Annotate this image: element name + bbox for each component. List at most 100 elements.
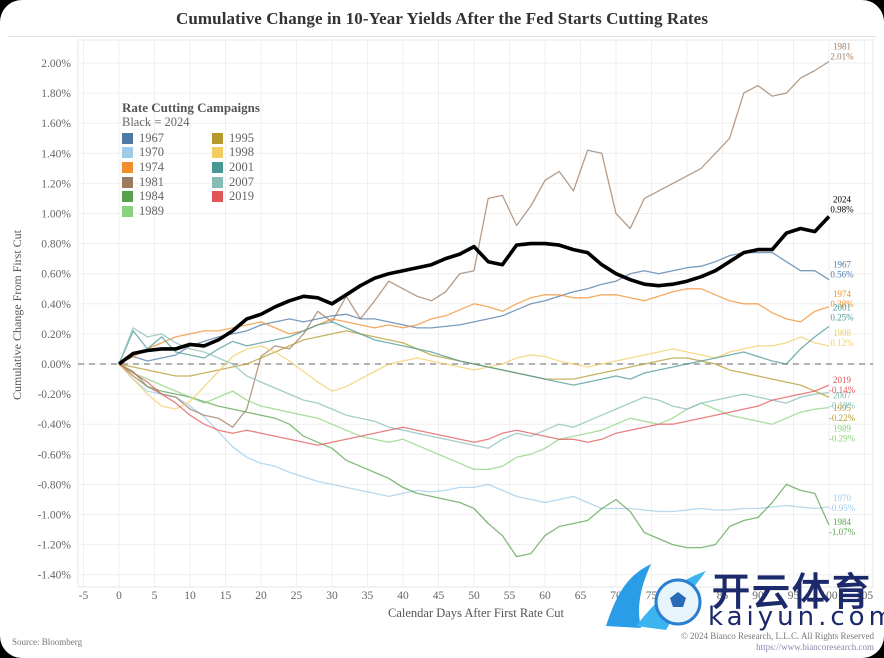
y-tick-label: 1.60% bbox=[41, 118, 71, 130]
x-tick-label: 20 bbox=[255, 590, 267, 602]
end-label-year: 2019 bbox=[833, 375, 852, 385]
legend-label: 1974 bbox=[139, 159, 164, 174]
y-tick-label: 1.40% bbox=[41, 148, 71, 160]
legend-item-2007: 2007 bbox=[212, 175, 302, 190]
series-line-1989 bbox=[118, 363, 830, 471]
legend-swatch bbox=[122, 176, 133, 188]
end-label-value: 0.12% bbox=[830, 338, 854, 348]
end-label-year: 1981 bbox=[833, 41, 851, 51]
x-tick-label: 45 bbox=[433, 590, 445, 602]
end-label-year: 1989 bbox=[833, 424, 852, 434]
series-lines bbox=[117, 60, 831, 558]
end-label-value: 0.98% bbox=[830, 205, 854, 215]
legend-item-1984: 1984 bbox=[122, 189, 212, 204]
y-tick-label: 1.00% bbox=[41, 209, 71, 221]
legend-title: Rate Cutting Campaigns bbox=[122, 100, 260, 115]
legend-item-1998: 1998 bbox=[212, 145, 302, 161]
end-label-year: 1970 bbox=[833, 493, 852, 503]
end-label-year: 2024 bbox=[833, 195, 852, 205]
series-line-2019 bbox=[118, 363, 830, 446]
legend-label: 1995 bbox=[229, 130, 254, 145]
legend-item-1995: 1995 bbox=[212, 131, 302, 146]
watermark-url: kaiyun.com bbox=[708, 602, 884, 632]
x-tick-label: 95 bbox=[788, 590, 800, 602]
end-label-value: 2.01% bbox=[830, 51, 854, 61]
series-line-2007 bbox=[118, 327, 830, 449]
end-label-value: 0.38% bbox=[830, 299, 854, 309]
end-label-value: -1.07% bbox=[829, 527, 856, 537]
legend-swatch bbox=[122, 205, 133, 217]
copyright-block: © 2024 Bianco Research, L.L.C. All Right… bbox=[681, 631, 874, 653]
website-link[interactable]: https://www.biancoresearch.com bbox=[756, 642, 874, 652]
legend-swatch bbox=[212, 147, 223, 159]
series-line-1970 bbox=[118, 363, 830, 513]
end-label-value: -0.14% bbox=[829, 385, 856, 395]
series-line-2001 bbox=[118, 321, 830, 386]
chart-title: Cumulative Change in 10-Year Yields Afte… bbox=[175, 9, 709, 28]
legend-label: 1967 bbox=[139, 130, 164, 145]
x-tick-label: 60 bbox=[539, 590, 551, 602]
x-tick-label: 100 bbox=[820, 590, 838, 602]
y-tick-label: -0.60% bbox=[37, 449, 71, 461]
end-label-year: 2007 bbox=[833, 391, 852, 401]
legend: Rate Cutting Campaigns Black = 2024 1967… bbox=[122, 100, 302, 219]
end-label-year: 1984 bbox=[833, 517, 852, 527]
x-tick-label: 15 bbox=[220, 590, 232, 602]
copyright-text: © 2024 Bianco Research, L.L.C. All Right… bbox=[680, 631, 874, 641]
legend-swatch bbox=[122, 191, 133, 203]
y-axis-label: Cumulative Change From First Cut bbox=[10, 229, 24, 400]
y-tick-label: 0.20% bbox=[41, 329, 71, 341]
end-label-year: 1998 bbox=[833, 328, 852, 338]
end-label-1995: 1995-0.22% bbox=[829, 403, 856, 423]
legend-swatch bbox=[122, 132, 133, 144]
legend-swatch bbox=[212, 161, 223, 173]
x-tick-label: 75 bbox=[646, 590, 658, 602]
x-tick-label: 85 bbox=[717, 590, 729, 602]
legend-swatch bbox=[212, 132, 223, 144]
end-label-value: -0.19% bbox=[829, 401, 856, 411]
x-tick-label: 35 bbox=[362, 590, 374, 602]
end-label-year: 2001 bbox=[833, 302, 851, 312]
legend-subtitle: Black = 2024 bbox=[122, 115, 190, 129]
legend-item-1967: 1967 bbox=[122, 131, 212, 146]
legend-label: 2019 bbox=[229, 189, 254, 204]
end-label-2007: 2007-0.19% bbox=[829, 391, 856, 411]
gridlines bbox=[77, 39, 874, 588]
end-label-year: 1967 bbox=[833, 260, 852, 270]
y-tick-label: 0.80% bbox=[41, 239, 71, 251]
legend-item-1981: 1981 bbox=[122, 175, 212, 190]
end-label-value: -0.29% bbox=[829, 434, 856, 444]
x-tick-label: 10 bbox=[184, 590, 196, 602]
y-tick-label: -0.40% bbox=[37, 419, 71, 431]
x-tick-label: 65 bbox=[575, 590, 587, 602]
source-note: Source: Bloomberg bbox=[12, 637, 83, 647]
series-line-1998 bbox=[118, 336, 830, 410]
series-line-2024 bbox=[117, 215, 831, 366]
x-tick-label: 25 bbox=[291, 590, 303, 602]
legend-label: 1984 bbox=[139, 189, 164, 204]
x-tick-label: -5 bbox=[79, 590, 89, 602]
series-line-1981 bbox=[118, 60, 830, 428]
x-tick-label: 40 bbox=[397, 590, 409, 602]
legend-item-1970: 1970 bbox=[122, 145, 212, 161]
y-tick-label: 1.20% bbox=[41, 178, 71, 190]
legend-item-1989: 1989 bbox=[122, 204, 212, 219]
end-label-1970: 1970-0.95% bbox=[829, 493, 856, 513]
legend-label: 2007 bbox=[229, 174, 254, 189]
end-label-1989: 1989-0.29% bbox=[829, 424, 856, 444]
y-tick-label: -1.20% bbox=[37, 540, 71, 552]
y-tick-label: 0.40% bbox=[41, 299, 71, 311]
legend-label: 1970 bbox=[139, 145, 164, 160]
watermark-text: 开云体育 bbox=[712, 570, 873, 614]
title-divider bbox=[8, 36, 876, 37]
y-tick-label: -0.20% bbox=[37, 389, 71, 401]
y-tick-label: 2.00% bbox=[41, 58, 71, 70]
